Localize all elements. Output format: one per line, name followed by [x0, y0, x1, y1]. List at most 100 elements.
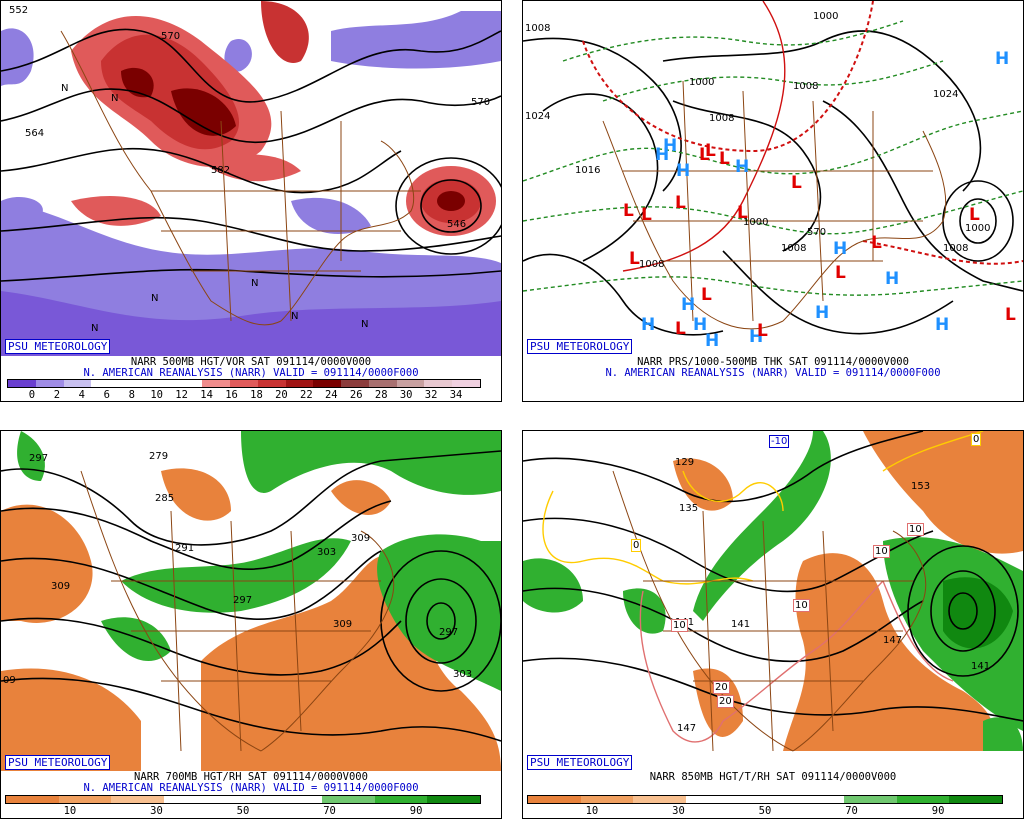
low-pressure-marker: L — [675, 193, 686, 213]
temp-rh-850mb-map — [523, 431, 1023, 771]
svg-text:1008: 1008 — [943, 243, 968, 254]
colorbar-tick-label: 10 — [63, 805, 77, 817]
panel-mslp-thickness: 1008 1000 1000 1008 1008 1024 1016 1000 1008 1… — [522, 0, 1024, 402]
low-pressure-marker: L — [629, 249, 640, 269]
colorbar-tick-label: 34 — [449, 389, 463, 401]
colorbar-swatch — [8, 380, 36, 387]
colorbar-tick-label: 90 — [931, 805, 945, 817]
contour-label: 309 — [351, 533, 371, 544]
low-pressure-marker: L — [969, 205, 980, 225]
svg-text:1000: 1000 — [965, 223, 990, 234]
contour-label: 303 — [453, 669, 473, 680]
colorbar-swatch — [257, 380, 286, 387]
high-pressure-marker: H — [995, 49, 1010, 69]
rh-colorbar — [527, 795, 1003, 804]
svg-text:552: 552 — [9, 5, 28, 16]
vorticity-colorbar — [7, 379, 481, 388]
high-pressure-marker: H — [705, 331, 720, 351]
contour-label: 147 — [677, 723, 697, 734]
svg-text:1000: 1000 — [743, 217, 768, 228]
mslp-thickness-map: 1008 1000 1000 1008 1008 1024 1016 1000 1008 1… — [523, 1, 1023, 356]
svg-text:1016: 1016 — [575, 165, 600, 176]
panel-700mb-rh: 297 279 285 291 297 303 309 309 297 303 … — [0, 430, 502, 819]
psu-meteorology-badge: PSU METEOROLOGY — [527, 755, 633, 770]
low-pressure-marker: L — [675, 319, 686, 339]
colorbar-tick-label: 22 — [300, 389, 313, 401]
contour-label: 303 — [317, 547, 337, 558]
panel-caption-line1: NARR 700MB HGT/RH SAT 091114/0000V000 — [134, 771, 368, 783]
contour-label: 297 — [29, 453, 49, 464]
colorbar-swatch — [202, 380, 231, 387]
colorbar-swatch — [216, 796, 270, 803]
colorbar-tick-label: 18 — [250, 389, 263, 401]
contour-label: 09 — [3, 675, 16, 686]
colorbar-swatch — [174, 380, 203, 387]
panel-caption-line1: NARR PRS/1000-500MB THK SAT 091114/0000V… — [637, 356, 909, 368]
colorbar-swatch — [686, 796, 739, 803]
colorbar-swatch — [896, 796, 950, 803]
high-pressure-marker: H — [681, 295, 696, 315]
temp-label: 10 — [671, 619, 688, 632]
temp-label: 0 — [971, 433, 982, 446]
contour-label: 297 — [439, 627, 459, 638]
low-pressure-marker: L — [1005, 305, 1016, 325]
low-pressure-marker: L — [757, 321, 768, 341]
colorbar-tick-label: 2 — [53, 389, 61, 401]
temp-label: 10 — [907, 523, 924, 536]
panel-caption-line2: N. AMERICAN REANALYSIS (NARR) VALID = 09… — [605, 367, 941, 379]
svg-text:570: 570 — [471, 97, 490, 108]
colorbar-swatch — [313, 380, 342, 387]
panel-caption-line2: N. AMERICAN REANALYSIS (NARR) VALID = 09… — [83, 782, 419, 794]
colorbar-swatch — [580, 796, 634, 803]
contour-label: 309 — [51, 581, 71, 592]
colorbar-tick-label: 70 — [845, 805, 858, 817]
panel-caption-line1: NARR 500MB HGT/VOR SAT 091114/0000V000 — [130, 356, 372, 368]
psu-meteorology-badge: PSU METEOROLOGY — [5, 755, 111, 770]
high-pressure-marker: H — [693, 315, 708, 335]
colorbar-tick-label: 0 — [28, 389, 36, 401]
temp-label: 10 — [793, 599, 810, 612]
temp-label: -10 — [769, 435, 790, 448]
high-pressure-marker: H — [676, 161, 691, 181]
contour-label: 279 — [149, 451, 169, 462]
svg-text:1000: 1000 — [813, 11, 838, 22]
colorbar-tick-label: 30 — [672, 805, 685, 817]
high-pressure-marker: H — [655, 145, 670, 165]
contour-label: 285 — [155, 493, 175, 504]
svg-text:582: 582 — [211, 165, 230, 176]
colorbar-swatch — [230, 380, 258, 387]
low-pressure-marker: L — [699, 145, 710, 165]
colorbar-tick-label: 12 — [175, 389, 188, 401]
high-pressure-marker: H — [663, 136, 678, 156]
low-pressure-marker: L — [871, 233, 882, 253]
contour-label: 291 — [175, 543, 195, 554]
colorbar-swatch — [368, 380, 397, 387]
colorbar-swatch — [111, 796, 165, 803]
svg-text:546: 546 — [447, 219, 466, 230]
low-pressure-marker: L — [701, 285, 712, 305]
svg-text:570: 570 — [807, 227, 826, 238]
contour-label: 129 — [675, 457, 695, 468]
svg-text:N: N — [151, 293, 158, 304]
contour-label: 153 — [911, 481, 931, 492]
temp-label: 10 — [873, 545, 890, 558]
colorbar-tick-label: 10 — [585, 805, 599, 817]
colorbar-swatch — [738, 796, 792, 803]
svg-text:1008: 1008 — [781, 243, 806, 254]
panel-caption-line2: N. AMERICAN REANALYSIS (NARR) VALID = 09… — [83, 367, 419, 379]
high-pressure-marker: H — [641, 315, 656, 335]
svg-text:N: N — [61, 83, 68, 94]
low-pressure-marker: L — [641, 205, 652, 225]
colorbar-swatch — [269, 796, 323, 803]
temp-label: 20 — [717, 695, 734, 708]
colorbar-swatch — [63, 380, 92, 387]
low-pressure-marker: L — [705, 141, 716, 161]
panel-500mb-vorticity: 552 570 564 570 582 546 N N N N N N N PSU METEOR… — [0, 0, 502, 402]
psu-meteorology-badge: PSU METEOROLOGY — [5, 339, 111, 354]
colorbar-tick-label: 14 — [200, 389, 213, 401]
colorbar-tick-label: 70 — [323, 805, 336, 817]
contour-label: 141 — [731, 619, 751, 630]
colorbar-tick-label: 90 — [409, 805, 423, 817]
temp-label: 20 — [713, 681, 730, 694]
svg-text:N: N — [291, 311, 298, 322]
